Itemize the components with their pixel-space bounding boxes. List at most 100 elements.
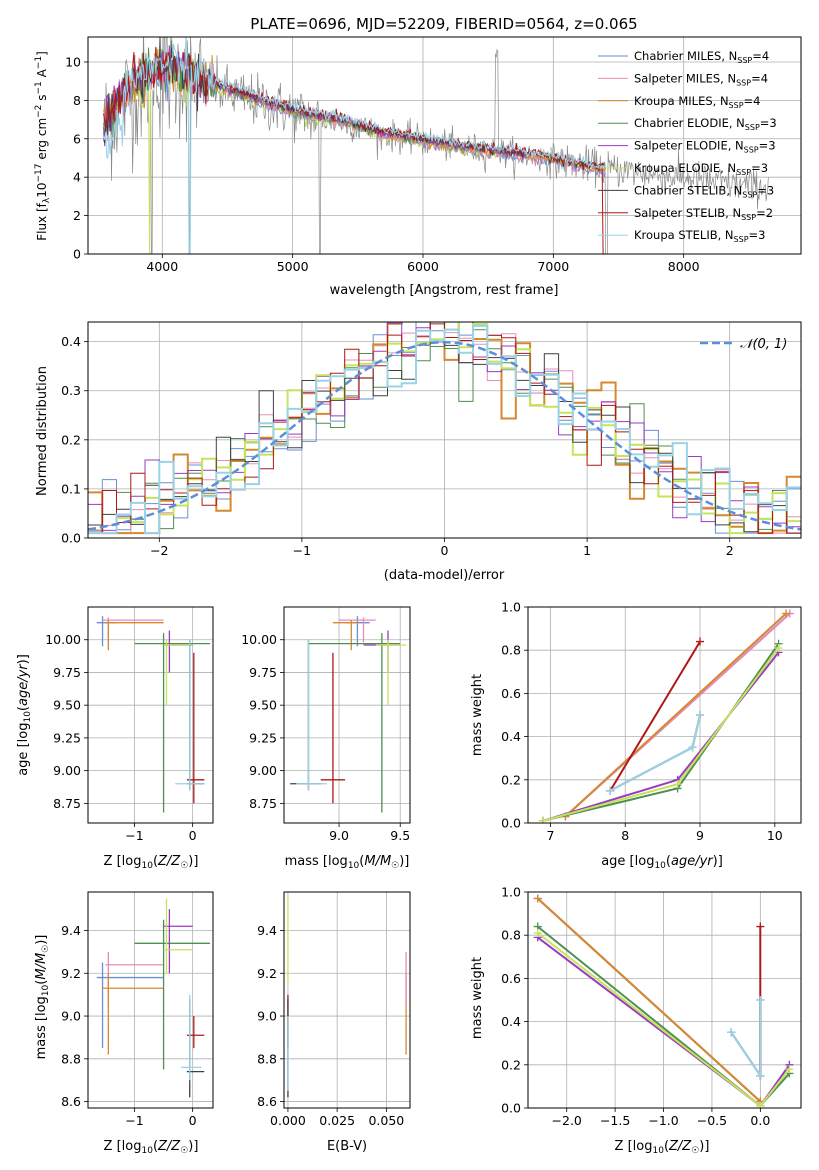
errorbar-point [339, 617, 376, 643]
legend-label: Chabrier ELODIE, NSSP=3 [634, 116, 777, 132]
y-tick-label: 0.1 [61, 481, 81, 496]
errorbar-point [105, 620, 164, 651]
y-tick-label: 0.4 [501, 729, 521, 744]
x-tick-label: 2 [726, 543, 734, 558]
residual-histogram [88, 324, 801, 535]
y-tick-label: 9.25 [53, 730, 81, 745]
y-axis-label-residuals: Normed distribution [35, 366, 50, 496]
legend-label: 𝒩(0, 1) [740, 337, 787, 352]
plot-area [88, 322, 801, 535]
errorbar-point [163, 909, 193, 974]
errorbar-point [163, 898, 193, 974]
x-tick-label: 0 [441, 543, 449, 558]
plot-area [533, 894, 794, 1108]
legend-label: Salpeter STELIB, NSSP=2 [634, 206, 773, 222]
y-tick-label: 8.8 [61, 1051, 81, 1066]
x-axis-label-mass-z: Z [log10(Z/Z☉)] [104, 1139, 199, 1156]
legend-label: Kroupa ELODIE, NSSP=3 [634, 161, 768, 177]
y-tick-label: 8 [73, 93, 81, 108]
y-tick-label: 0.0 [501, 1101, 521, 1116]
y-tick-label: 8.8 [257, 1051, 277, 1066]
y-tick-label: 8.75 [53, 796, 81, 811]
axes-frame [283, 606, 411, 824]
x-tick-label: 9.5 [390, 828, 410, 843]
axes-mass_vs_EBV: 0.000 0.025 0.050 8.6 8.8 9.0 9.2 9.4 [257, 891, 411, 1128]
mass-weight-line [564, 612, 787, 818]
model-spectrum-line [103, 37, 606, 254]
x-axis-label-residuals: (data-model)/error [384, 568, 505, 583]
errorbar-point [175, 639, 205, 791]
legend-label: Chabrier MILES, NSSP=4 [634, 49, 769, 65]
plus-marker [538, 816, 547, 823]
errorbar-point [102, 973, 164, 1055]
axes-frame [527, 606, 802, 824]
plot-area [287, 898, 407, 1098]
y-tick-label: 9.25 [249, 730, 277, 745]
plus-marker [756, 1101, 765, 1108]
errorbar-point [163, 639, 193, 706]
y-tick-label: 2 [73, 208, 81, 223]
y-tick-label: 0.0 [501, 816, 521, 831]
y-tick-label: 4 [73, 170, 81, 185]
plus-marker [533, 894, 542, 903]
mass-weight-series [533, 929, 794, 1108]
y-tick-label: 0.6 [501, 971, 521, 986]
plus-marker [673, 780, 682, 789]
errorbar-point [134, 633, 211, 813]
x-tick-label: 0 [189, 828, 197, 843]
legend-label: Salpeter ELODIE, NSSP=3 [634, 139, 776, 155]
x-tick-label: −1.0 [648, 1113, 678, 1128]
legend: 𝒩(0, 1) [700, 337, 787, 352]
y-tick-label: 0.6 [501, 686, 521, 701]
y-tick-label: 0 [73, 247, 81, 262]
errorbar-point [375, 639, 407, 706]
plus-marker [782, 609, 791, 618]
x-tick-label: −2.0 [552, 1113, 582, 1128]
y-axis-label-mass-z: mass [log10(M/M☉)] [34, 935, 51, 1060]
grid [88, 607, 213, 823]
y-tick-label: 0.2 [61, 432, 81, 447]
y-tick-label: 8.6 [257, 1094, 277, 1109]
axes-spectrum: 4000 5000 6000 7000 8000 0 2 4 6 8 10 Chabrier MILE… [65, 36, 802, 274]
x-tick-label: 7 [546, 828, 554, 843]
y-tick-label: 9.4 [61, 923, 81, 938]
plus-marker [727, 1028, 736, 1037]
axes-age_vs_Z: −1 0 8.75 9.00 9.25 9.50 9.75 10.00 [45, 606, 214, 843]
y-tick-label: 9.0 [61, 1009, 81, 1024]
x-axis-label-age-z: Z [log10(Z/Z☉)] [104, 854, 199, 871]
x-tick-label: −0.5 [697, 1113, 727, 1128]
y-tick-label: 0.8 [501, 928, 521, 943]
legend: Chabrier MILES, NSSP=4 Salpeter MILES, NS… [598, 49, 777, 244]
plus-marker [756, 996, 765, 1004]
legend-label: Kroupa STELIB, NSSP=3 [634, 228, 765, 244]
y-tick-label: 0.3 [61, 383, 81, 398]
y-tick-label: 10.00 [241, 632, 277, 647]
plus-marker [785, 1065, 794, 1074]
y-tick-label: 6 [73, 131, 81, 146]
errorbar-point [296, 639, 327, 791]
plus-marker [774, 644, 783, 653]
y-tick-label: 0.2 [501, 772, 521, 787]
mass-weight-series [538, 644, 783, 823]
x-tick-label: 10 [767, 828, 783, 843]
chart-title: PLATE=0696, MJD=52209, FIBERID=0564, z=0… [250, 15, 637, 33]
y-tick-label: 10 [65, 54, 81, 69]
y-tick-label: 0.8 [501, 643, 521, 658]
axes-mass_vs_Z: −1 0 8.6 8.8 9.0 9.2 9.4 [61, 891, 214, 1128]
plus-marker [696, 637, 705, 646]
axes-frame [87, 36, 802, 255]
legend-label: Salpeter MILES, NSSP=4 [634, 71, 768, 87]
x-tick-label: 9 [696, 828, 704, 843]
axes-frame [527, 891, 802, 1109]
plus-marker [688, 743, 697, 752]
plot-area [103, 37, 769, 254]
y-tick-label: 9.4 [257, 923, 277, 938]
y-tick-label: 10.00 [45, 632, 81, 647]
x-tick-label: 8000 [668, 259, 700, 274]
x-axis-label-age-mass: mass [log10(M/M☉)] [285, 854, 410, 871]
x-tick-label: 0.000 [270, 1113, 306, 1128]
y-tick-label: 9.75 [53, 665, 81, 680]
plot-area [290, 616, 407, 813]
x-tick-label: −1 [293, 543, 311, 558]
x-tick-label: 0.025 [319, 1113, 355, 1128]
